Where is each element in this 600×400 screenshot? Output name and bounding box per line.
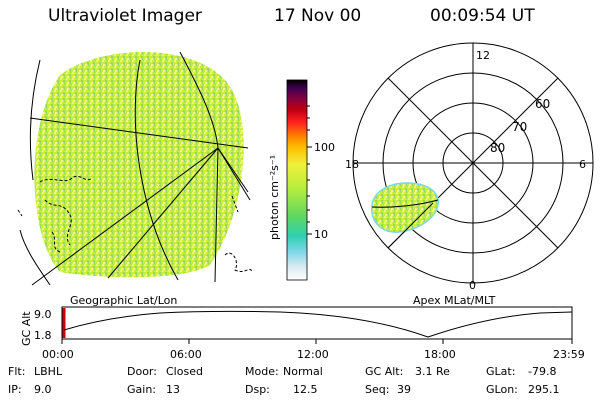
glat-value: -79.8 [528, 365, 557, 378]
gc-alt-curve [63, 310, 573, 338]
date-label: 17 Nov 00 [274, 6, 362, 26]
flt-label: Flt: [8, 365, 26, 378]
lat-label-70: 70 [512, 120, 527, 134]
colorbar-unit-label: photon cm⁻²s⁻¹ [268, 155, 281, 240]
timeline-xtick-2359: 23:59 [553, 348, 585, 361]
colorbar-tick-100: 100 [314, 141, 335, 154]
polar-panel-label: Apex MLat/MLT [413, 294, 496, 307]
flt-value: LBHL [34, 365, 63, 378]
timeline-frame [61, 306, 573, 340]
lat-label-60: 60 [535, 97, 550, 111]
colorbar [286, 79, 308, 281]
coastlines [17, 175, 253, 273]
mlt-label-12: 12 [476, 49, 490, 62]
seq-label: Seq: [365, 383, 390, 396]
timeline-ytick-9: 9.0 [34, 308, 52, 321]
glon-value: 295.1 [528, 383, 560, 396]
lat-label-80: 80 [490, 141, 505, 155]
instrument-title: Ultraviolet Imager [48, 6, 202, 26]
mlt-label-6: 6 [579, 158, 586, 171]
mlt-label-0: 0 [469, 279, 476, 292]
colorbar-tick-10: 10 [314, 228, 328, 241]
timeline-ticks [61, 339, 573, 344]
dsp-label: Dsp: [245, 383, 270, 396]
gcalt-value: 3.1 Re [415, 365, 450, 378]
auroral-oval-patch [371, 182, 439, 233]
timeline-xtick-0000: 00:00 [42, 348, 74, 361]
timeline-xtick-1200: 12:00 [297, 348, 329, 361]
gain-value: 13 [166, 383, 180, 396]
time-label: 00:09:54 UT [430, 6, 535, 26]
timeline-xtick-1800: 18:00 [424, 348, 456, 361]
seq-value: 39 [397, 383, 411, 396]
glon-label: GLon: [486, 383, 518, 396]
graticule-lines [19, 51, 251, 286]
geographic-panel-label: Geographic Lat/Lon [70, 294, 177, 307]
ip-label: IP: [8, 383, 22, 396]
polar-overlay-lines [371, 199, 439, 249]
colorbar-ticks [307, 105, 312, 235]
mlt-label-18: 18 [345, 158, 359, 171]
timeline-ytick-1-8: 1.8 [34, 329, 52, 342]
timeline-axis-label: GC Alt [20, 311, 33, 346]
glat-label: GLat: [486, 365, 516, 378]
dsp-value: 12.5 [293, 383, 318, 396]
timeline-xtick-0600: 06:00 [170, 348, 202, 361]
door-value: Closed [166, 365, 203, 378]
gcalt-label: GC Alt: [365, 365, 404, 378]
gain-label: Gain: [127, 383, 156, 396]
ip-value: 9.0 [34, 383, 52, 396]
door-label: Door: [127, 365, 157, 378]
mode-value: Normal [283, 365, 323, 378]
mode-label: Mode: [245, 365, 279, 378]
